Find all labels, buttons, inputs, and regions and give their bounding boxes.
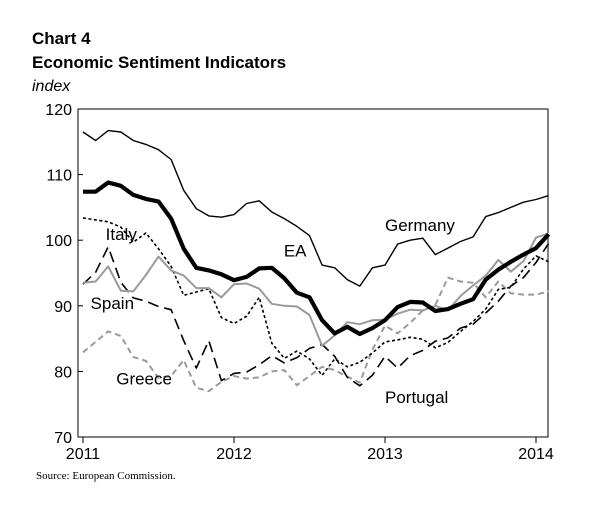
series-labels: Germany EA Italy Spain Greece Portugal xyxy=(91,216,456,407)
series-layer xyxy=(82,129,551,393)
series-label-spain: Spain xyxy=(91,294,134,313)
x-tick-label: 2013 xyxy=(367,446,403,463)
x-tick-label: 2014 xyxy=(518,446,554,463)
series-line-ea xyxy=(83,180,551,337)
y-unit-label: index xyxy=(32,78,71,95)
chart-title: Economic Sentiment Indicators xyxy=(32,53,287,72)
series-label-italy: Italy xyxy=(106,225,138,244)
plot-frame xyxy=(77,108,549,438)
series-label-greece: Greece xyxy=(116,370,172,389)
x-tick-label: 2011 xyxy=(66,446,101,463)
y-tick-label: 100 xyxy=(45,233,72,250)
series-label-germany: Germany xyxy=(385,216,455,235)
y-tick-label: 90 xyxy=(54,299,72,316)
series-line-germany xyxy=(82,129,549,287)
y-tick-label: 80 xyxy=(54,364,72,381)
series-line-spain xyxy=(82,232,549,347)
series-label-ea: EA xyxy=(284,242,307,261)
chart-axes: 70 80 90 100 110 120 2011 2012 2013 2014 xyxy=(45,102,554,463)
source-note: Source: European Commission. xyxy=(36,470,176,482)
series-line-greece xyxy=(82,276,549,393)
y-tick-label: 70 xyxy=(54,430,72,447)
chart-number: Chart 4 xyxy=(32,29,91,48)
x-tick-label: 2012 xyxy=(216,446,252,463)
y-tick-label: 120 xyxy=(45,102,72,119)
series-line-italy xyxy=(82,217,549,377)
series-label-portugal: Portugal xyxy=(385,388,448,407)
y-tick-label: 110 xyxy=(46,168,72,185)
